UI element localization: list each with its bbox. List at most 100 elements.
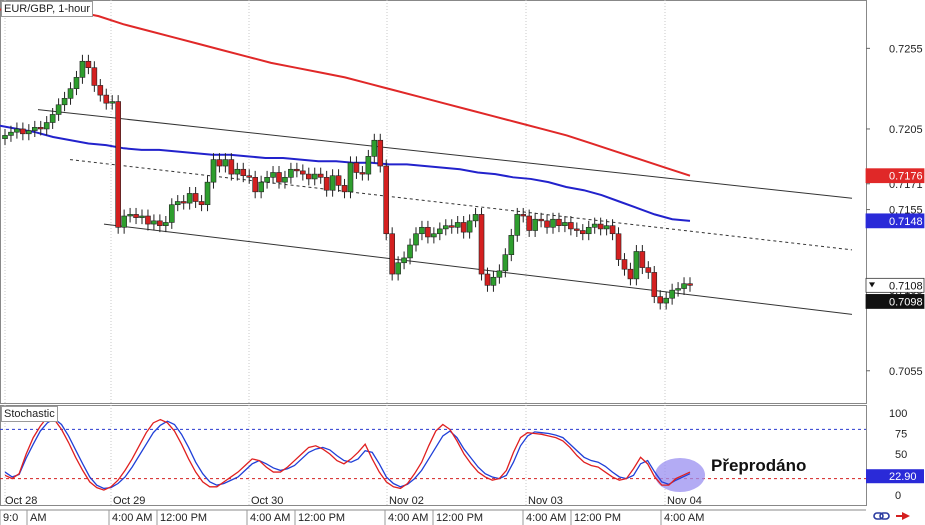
candle-body: [460, 222, 467, 233]
candle-body: [73, 77, 80, 89]
date-label: Oct 28: [5, 495, 37, 507]
candle-body: [454, 222, 461, 228]
arrow-icon[interactable]: [896, 512, 910, 520]
price-tag-label: 0.7176: [889, 171, 923, 183]
candle-body: [258, 181, 264, 193]
candle-body: [520, 214, 527, 217]
candle-body: [407, 244, 413, 259]
stoch-value-tag: [866, 469, 924, 484]
current-price-marker: [869, 282, 875, 288]
grid-lines: [4, 0, 666, 505]
candle-body: [538, 218, 544, 222]
time-label: 9:0: [3, 512, 18, 524]
toolbar-icons: [873, 512, 910, 520]
candle-body: [401, 257, 407, 264]
channel-lower-line: [103, 223, 853, 315]
time-label: 4:00 AM: [526, 512, 566, 524]
candle-body: [127, 214, 133, 217]
instrument-title: EUR/GBP, 1-hour: [1, 1, 94, 17]
candle-body: [359, 172, 366, 175]
candle-body: [323, 177, 330, 191]
channel-upper-line: [37, 109, 853, 199]
candle-body: [37, 127, 44, 130]
candle-body: [448, 225, 455, 228]
stoch-tick-label: 50: [895, 449, 907, 461]
candle-body: [222, 159, 229, 167]
candle-body: [168, 204, 175, 223]
time-label: 4:00 AM: [250, 512, 290, 524]
moving-averages: [0, 7, 691, 222]
candle-body: [264, 177, 270, 183]
candle-body: [133, 214, 139, 218]
oversold-highlight: [655, 458, 705, 492]
date-label: Nov 03: [528, 495, 563, 507]
candle-body: [347, 162, 354, 193]
candle-body: [466, 220, 473, 233]
candle-body: [210, 159, 217, 183]
candle-body: [139, 215, 145, 218]
candle-body: [496, 270, 503, 278]
ma-fast-line: [0, 124, 691, 222]
candle-body: [97, 85, 104, 96]
candle-body: [85, 60, 92, 69]
price-tag: [865, 213, 925, 229]
time-label: 4:00 AM: [388, 512, 428, 524]
price-tags: 0.7176 0.7148 0.7108 0.7098 22.90: [865, 168, 925, 484]
time-label: AM: [30, 512, 47, 524]
candle-body: [377, 139, 384, 167]
price-tag: [865, 168, 925, 184]
candle-body: [669, 289, 675, 299]
candle-body: [115, 101, 121, 228]
candle-body: [603, 225, 610, 230]
time-label: 4:00 AM: [112, 512, 152, 524]
candle-body: [383, 165, 390, 235]
price-tick-label: 0.7055: [889, 366, 923, 378]
candle-body: [502, 254, 509, 272]
candle-body: [371, 139, 378, 157]
candle-body: [270, 172, 276, 178]
candle-body: [294, 168, 300, 172]
candle-body: [621, 259, 628, 270]
candle-body: [514, 214, 521, 236]
candle-body: [681, 283, 687, 289]
candle-body: [341, 185, 348, 193]
candle-body: [687, 283, 693, 286]
candle-body: [246, 175, 253, 178]
time-label: 4:00 AM: [664, 512, 704, 524]
date-label: Oct 29: [113, 495, 145, 507]
price-tick-label: 0.7255: [889, 43, 923, 55]
candle-body: [484, 273, 491, 286]
candle-body: [651, 272, 658, 297]
channel-mid-line: [69, 159, 853, 251]
candle-body: [329, 175, 336, 191]
candle-body: [579, 230, 586, 235]
stoch-d-line: [4, 416, 691, 491]
candle-body: [544, 220, 550, 228]
candle-body: [597, 223, 604, 230]
candle-body: [311, 173, 318, 180]
candle-body: [26, 130, 32, 135]
stochastic-panel: [0, 416, 866, 492]
stoch-tick-label: 100: [889, 408, 907, 420]
time-label: 12:00 PM: [574, 512, 621, 524]
link-icon[interactable]: [873, 512, 890, 520]
candle-body: [109, 101, 116, 104]
candle-body: [305, 173, 312, 180]
indicator-title: Stochastic: [1, 406, 58, 422]
candle-body: [585, 226, 592, 235]
candle-body: [425, 226, 431, 238]
candle-body: [234, 168, 241, 175]
candle-body: [639, 251, 646, 268]
candle-body: [204, 181, 211, 206]
candle-body: [556, 218, 562, 226]
candle-body: [20, 128, 26, 135]
candle-body: [228, 159, 235, 175]
candle-body: [55, 104, 62, 115]
candle-body: [442, 225, 449, 230]
candle-body: [192, 193, 199, 202]
candle-body: [31, 127, 38, 131]
candle-body: [389, 233, 395, 275]
candle-body: [103, 94, 110, 104]
